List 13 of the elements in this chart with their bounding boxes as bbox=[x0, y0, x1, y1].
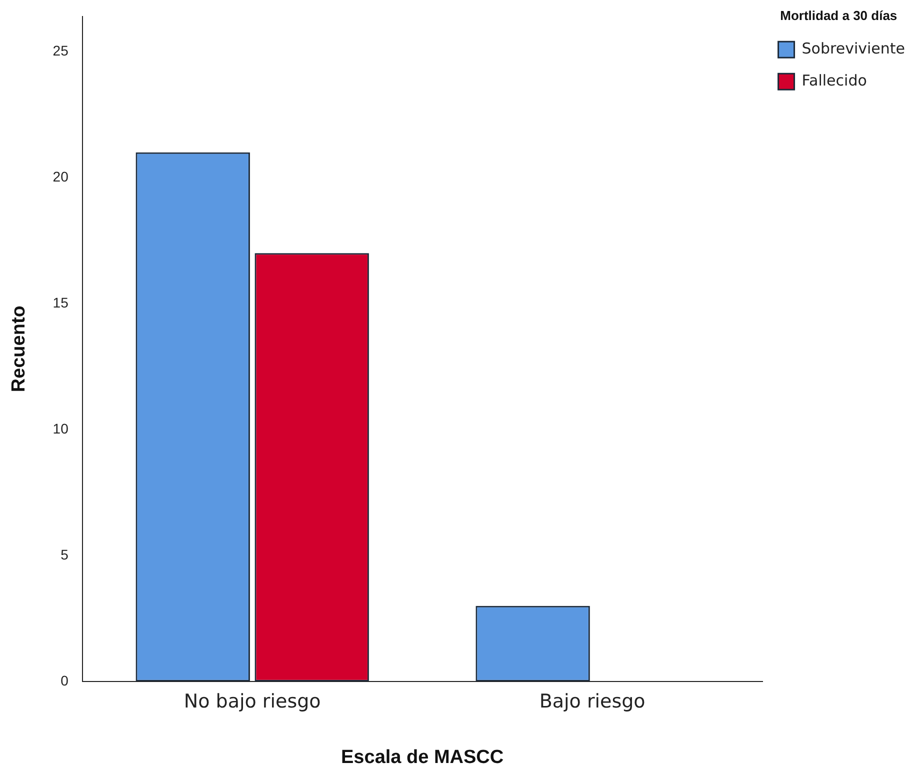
x-tick-label: Bajo riesgo bbox=[539, 690, 646, 713]
legend-label: Sobreviviente bbox=[802, 39, 906, 58]
y-axis-title: Recuento bbox=[8, 306, 30, 392]
y-tick-label: 0 bbox=[60, 672, 69, 688]
y-tick-label: 5 bbox=[60, 546, 69, 562]
y-tick-label: 20 bbox=[52, 168, 69, 184]
y-tick-label: 15 bbox=[52, 294, 69, 310]
legend-label: Fallecido bbox=[802, 71, 867, 90]
y-tick-label: 10 bbox=[52, 420, 69, 436]
x-axis-title: Escala de MASCC bbox=[341, 746, 504, 768]
x-tick-label: No bajo riesgo bbox=[184, 690, 321, 713]
y-tick-label: 25 bbox=[52, 42, 69, 59]
legend-title: Mortlidad a 30 días bbox=[780, 8, 898, 24]
